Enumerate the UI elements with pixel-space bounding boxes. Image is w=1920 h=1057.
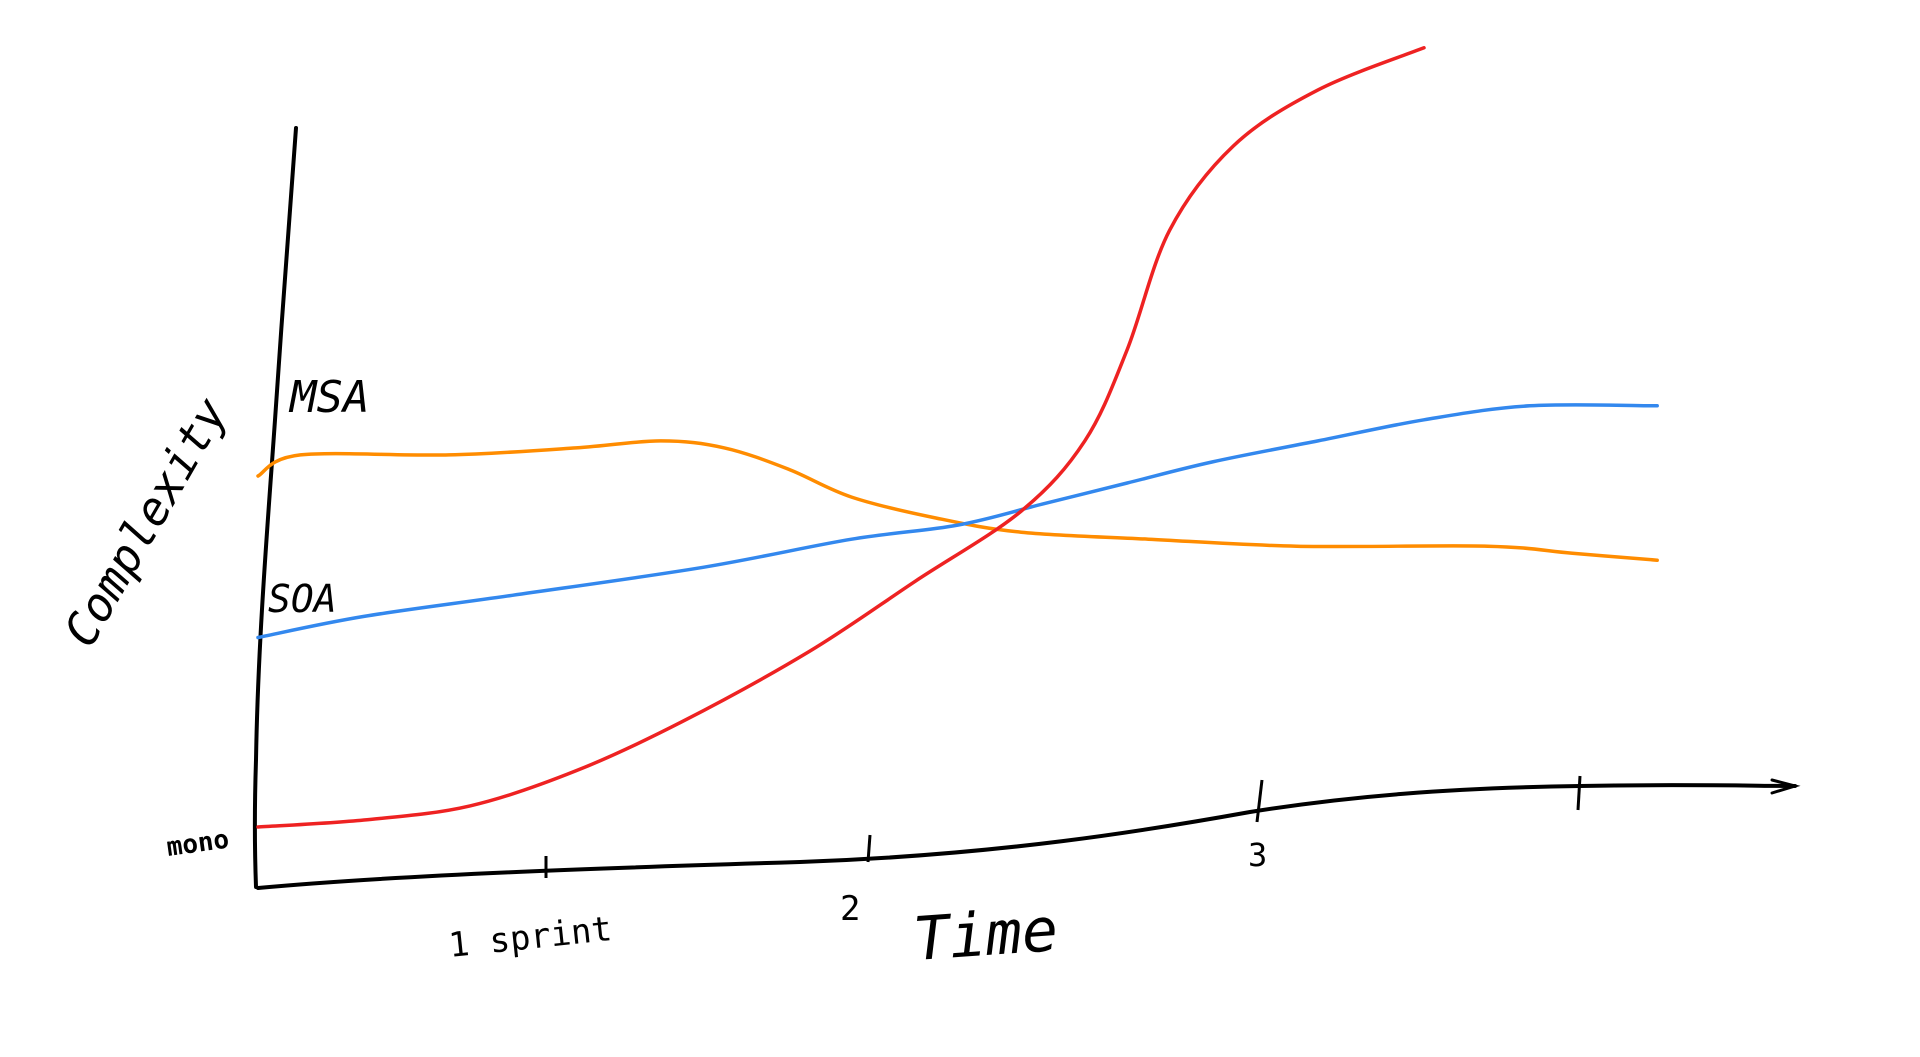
y-label-soa: SOA: [268, 577, 337, 621]
series-layer: [256, 46, 1659, 829]
x-axis-title: Time: [911, 895, 1060, 975]
y-axis: [252, 126, 298, 889]
x-tick-label-1: 1 sprint: [447, 909, 614, 966]
x-axis-arrowhead: [1770, 778, 1801, 795]
x-tick-label-3: 3: [1248, 836, 1267, 874]
x-tick-2: [866, 834, 872, 863]
series-line-mono: [256, 46, 1426, 829]
series-line-msa: [256, 439, 1659, 562]
y-label-mono: mono: [165, 825, 231, 863]
x-tick-4: [1576, 775, 1582, 811]
y-axis-title: Complexity: [53, 388, 238, 655]
y-label-msa: MSA: [288, 372, 369, 423]
x-tick-3: [1255, 779, 1264, 823]
x-tick-label-2: 2: [840, 889, 860, 929]
